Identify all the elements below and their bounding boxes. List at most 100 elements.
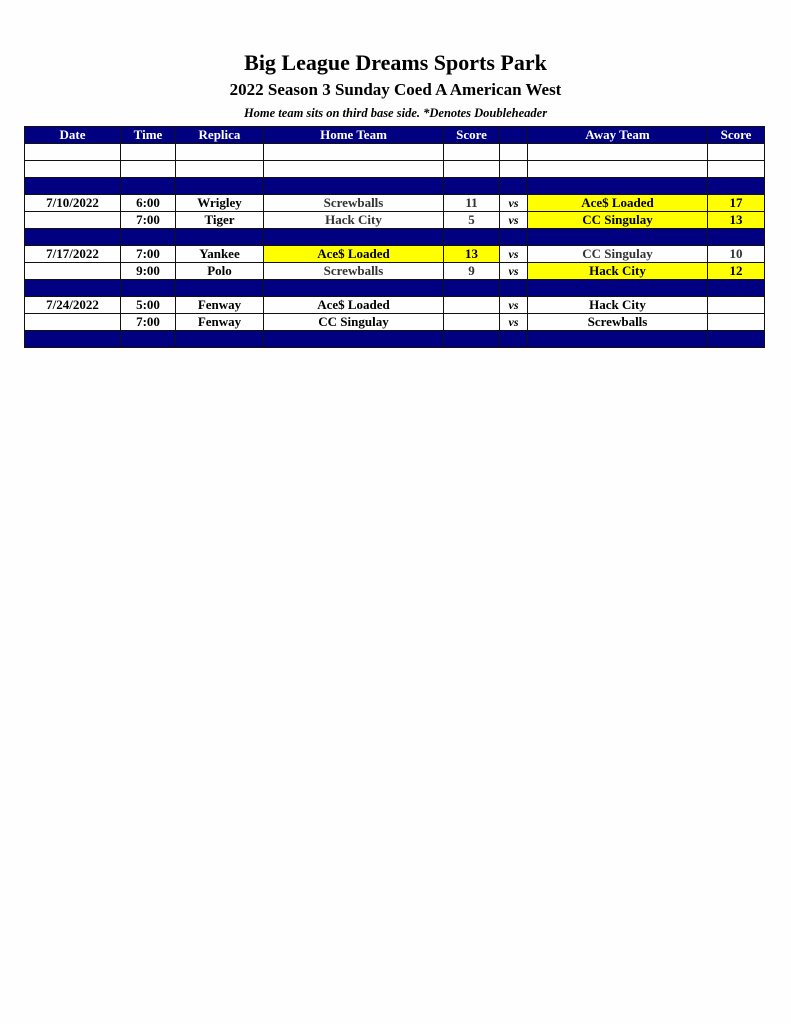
col-home-score: Score [443,126,500,144]
game-row: 7:00 Fenway CC Singulay vs Screwballs [24,313,765,331]
replica-cell: Fenway [175,313,264,331]
col-vs [499,126,528,144]
time-cell [120,143,176,161]
game-row: 7:00 Tiger Hack City 5 vs CC Singulay 13 [24,211,765,229]
home-score-cell: 13 [443,245,500,263]
page-note: Home team sits on third base side. *Deno… [243,106,548,120]
replica-cell: Tiger [175,211,264,229]
vs-cell [499,228,528,246]
date-cell [24,211,121,229]
header-row: Date Time Replica Home Team Score Away T… [24,126,765,144]
away-score-cell [707,228,765,246]
vs-cell: vs [499,313,528,331]
away-score-cell: 13 [707,211,765,229]
date-cell [24,177,121,195]
col-time: Time [120,126,176,144]
home-team-cell: Screwballs [263,194,444,212]
date-cell [24,330,121,348]
date-cell [24,313,121,331]
vs-cell: vs [499,194,528,212]
separator-row [24,279,765,297]
away-score-cell [707,296,765,314]
home-score-cell [443,296,500,314]
time-cell [120,228,176,246]
away-score-cell [707,143,765,161]
away-team-cell: CC Singulay [527,245,708,263]
away-team-cell [527,177,708,195]
home-score-cell [443,228,500,246]
away-score-cell: 17 [707,194,765,212]
home-team-cell [263,177,444,195]
vs-cell [499,143,528,161]
home-team-cell [263,279,444,297]
home-score-cell [443,313,500,331]
time-cell: 6:00 [120,194,176,212]
game-row: 7/24/2022 5:00 Fenway Ace$ Loaded vs Hack Cit… [24,296,765,314]
home-team-cell: Hack City [263,211,444,229]
home-score-cell [443,160,500,178]
away-team-cell: CC Singulay [527,211,708,229]
date-cell [24,160,121,178]
away-team-cell [527,279,708,297]
home-score-cell: 9 [443,262,500,280]
home-score-cell: 11 [443,194,500,212]
date-cell: 7/24/2022 [24,296,121,314]
home-score-cell [443,279,500,297]
away-score-cell [707,330,765,348]
home-team-cell [263,160,444,178]
away-score-cell: 12 [707,262,765,280]
home-score-cell [443,143,500,161]
time-cell: 5:00 [120,296,176,314]
replica-cell: Fenway [175,296,264,314]
replica-cell [175,177,264,195]
replica-cell [175,228,264,246]
home-team-cell [263,330,444,348]
time-cell: 7:00 [120,313,176,331]
away-team-cell: Hack City [527,262,708,280]
date-cell [24,262,121,280]
home-score-cell: 5 [443,211,500,229]
time-cell: 9:00 [120,262,176,280]
time-cell [120,160,176,178]
separator-row [24,228,765,246]
away-team-cell: Hack City [527,296,708,314]
vs-cell [499,330,528,348]
time-cell: 7:00 [120,245,176,263]
vs-cell [499,279,528,297]
away-score-cell: 10 [707,245,765,263]
replica-cell: Yankee [175,245,264,263]
away-score-cell [707,279,765,297]
home-score-cell [443,177,500,195]
away-score-cell [707,177,765,195]
replica-cell: Polo [175,262,264,280]
replica-cell [175,330,264,348]
schedule-table: Date Time Replica Home Team Score Away T… [24,126,765,348]
date-cell [24,143,121,161]
separator-row [24,330,765,348]
away-team-cell: Ace$ Loaded [527,194,708,212]
time-cell [120,177,176,195]
vs-cell [499,160,528,178]
game-row: 9:00 Polo Screwballs 9 vs Hack City 12 [24,262,765,280]
blank-row [24,143,765,161]
date-cell [24,228,121,246]
home-team-cell: Ace$ Loaded [263,245,444,263]
vs-cell: vs [499,211,528,229]
vs-cell: vs [499,296,528,314]
date-cell: 7/10/2022 [24,194,121,212]
away-score-cell [707,313,765,331]
away-team-cell [527,228,708,246]
home-team-cell: Ace$ Loaded [263,296,444,314]
away-score-cell [707,160,765,178]
game-row: 7/17/2022 7:00 Yankee Ace$ Loaded 13 vs CC Sin… [24,245,765,263]
vs-cell [499,177,528,195]
home-team-cell: Screwballs [263,262,444,280]
separator-row [24,177,765,195]
col-replica: Replica [175,126,264,144]
blank-row [24,160,765,178]
time-cell [120,330,176,348]
col-date: Date [24,126,121,144]
time-cell [120,279,176,297]
col-away-score: Score [707,126,765,144]
game-row: 7/10/2022 6:00 Wrigley Screwballs 11 vs Ace$ L… [24,194,765,212]
